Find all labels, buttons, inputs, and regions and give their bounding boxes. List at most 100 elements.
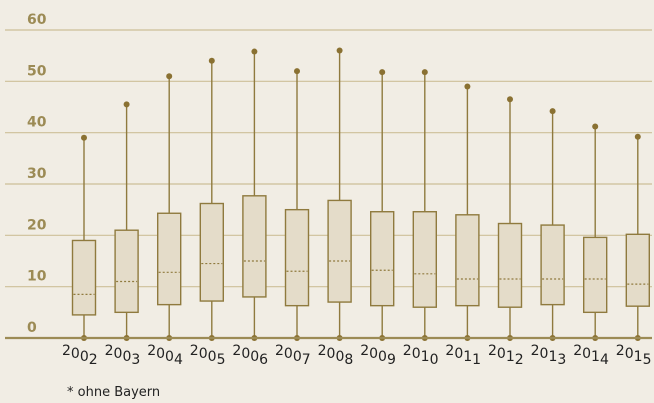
x-tick-label: 2004 xyxy=(147,343,183,368)
max-point xyxy=(294,68,300,75)
x-tick-char: 0 xyxy=(582,346,591,362)
x-tick-char: 1 xyxy=(591,349,600,365)
x-tick-char: 0 xyxy=(199,346,208,362)
box-2010 xyxy=(412,69,437,341)
x-tick-char: 2 xyxy=(573,343,582,359)
box-body xyxy=(156,212,182,306)
x-tick-char: 2 xyxy=(488,343,497,359)
box-2007 xyxy=(284,68,310,341)
box-body xyxy=(540,224,565,306)
x-tick-char: 1 xyxy=(472,352,481,368)
x-tick-char: 0 xyxy=(369,346,378,362)
x-tick-char: 2 xyxy=(318,343,327,359)
max-point xyxy=(507,96,513,103)
box-body xyxy=(284,208,310,307)
x-tick-label: 2005 xyxy=(190,343,226,368)
x-tick-char: 6 xyxy=(259,352,268,368)
y-axis: 0 10 20 30 40 50 60 xyxy=(27,12,47,336)
x-tick-label: 2013 xyxy=(531,343,567,368)
x-tick-char: 0 xyxy=(80,349,89,365)
box-2003 xyxy=(114,101,139,341)
max-point xyxy=(336,47,343,54)
box-2012 xyxy=(497,96,523,341)
x-tick-char: 0 xyxy=(540,346,549,362)
x-tick-char: 2 xyxy=(445,343,454,359)
x-tick-char: 2 xyxy=(232,343,241,359)
max-point xyxy=(464,83,471,90)
box-2005 xyxy=(199,57,225,341)
x-tick-char: 0 xyxy=(430,352,439,368)
box-body xyxy=(114,229,139,314)
y-tick-label: 60 xyxy=(27,12,47,28)
x-tick-label: 2007 xyxy=(275,343,311,368)
box-body xyxy=(71,239,97,316)
box-2013 xyxy=(540,108,565,341)
box-2015 xyxy=(625,133,650,341)
x-tick-char: 0 xyxy=(250,349,259,365)
box-body xyxy=(370,211,395,307)
x-tick-char: 2 xyxy=(62,343,71,359)
x-tick-label: 2006 xyxy=(232,343,268,368)
y-tick-label: 20 xyxy=(27,217,47,233)
box-2002 xyxy=(71,134,97,341)
max-point xyxy=(123,101,130,108)
x-tick-char: 0 xyxy=(412,346,421,362)
max-point xyxy=(166,73,173,80)
max-point xyxy=(549,108,556,115)
box-2004 xyxy=(156,73,182,341)
x-tick-char: 0 xyxy=(156,346,165,362)
box-2009 xyxy=(370,69,395,341)
box-body xyxy=(412,211,437,308)
x-tick-char: 0 xyxy=(208,349,217,365)
max-point xyxy=(592,123,599,130)
box-body xyxy=(455,214,480,307)
x-tick-char: 4 xyxy=(600,352,609,368)
x-tick-char: 0 xyxy=(454,346,463,362)
x-tick-char: 0 xyxy=(284,346,293,362)
x-tick-label: 2009 xyxy=(360,343,396,368)
x-tick-label: 2011 xyxy=(445,343,481,368)
x-tick-char: 3 xyxy=(131,352,140,368)
x-axis: 2002200320042005200620072008200920102011… xyxy=(5,336,652,368)
y-tick-label: 50 xyxy=(27,63,47,79)
box-body xyxy=(199,202,225,302)
x-tick-char: 8 xyxy=(344,352,353,368)
x-tick-label: 2015 xyxy=(616,343,652,368)
x-tick-char: 0 xyxy=(293,349,302,365)
box-2006 xyxy=(242,48,267,341)
x-tick-label: 2012 xyxy=(488,343,524,368)
x-tick-char: 0 xyxy=(165,349,174,365)
x-tick-label: 2002 xyxy=(62,343,98,368)
box-body xyxy=(497,222,523,308)
x-tick-char: 0 xyxy=(625,346,634,362)
x-tick-char: 1 xyxy=(548,349,557,365)
boxes xyxy=(71,47,650,341)
x-tick-char: 0 xyxy=(114,346,123,362)
x-tick-char: 0 xyxy=(241,346,250,362)
box-2014 xyxy=(583,123,608,341)
box-2008 xyxy=(327,47,352,341)
x-tick-char: 1 xyxy=(506,349,515,365)
box-body xyxy=(583,236,608,314)
x-tick-char: 4 xyxy=(174,352,183,368)
x-tick-char: 2 xyxy=(147,343,156,359)
x-tick-char: 2 xyxy=(190,343,199,359)
x-tick-char: 9 xyxy=(387,352,396,368)
x-tick-char: 2 xyxy=(275,343,284,359)
max-point xyxy=(81,134,87,141)
max-point xyxy=(379,69,386,76)
max-point xyxy=(251,48,258,55)
x-tick-char: 2 xyxy=(105,343,114,359)
x-tick-char: 0 xyxy=(71,346,80,362)
x-tick-label: 2008 xyxy=(318,343,354,368)
x-tick-char: 1 xyxy=(421,349,430,365)
x-tick-char: 0 xyxy=(327,346,336,362)
x-tick-label: 2014 xyxy=(573,343,609,368)
y-tick-label: 40 xyxy=(27,115,47,131)
x-tick-char: 2 xyxy=(616,343,625,359)
x-tick-char: 2 xyxy=(403,343,412,359)
x-tick-char: 0 xyxy=(497,346,506,362)
y-tick-label: 30 xyxy=(27,166,47,182)
box-body xyxy=(242,195,267,298)
